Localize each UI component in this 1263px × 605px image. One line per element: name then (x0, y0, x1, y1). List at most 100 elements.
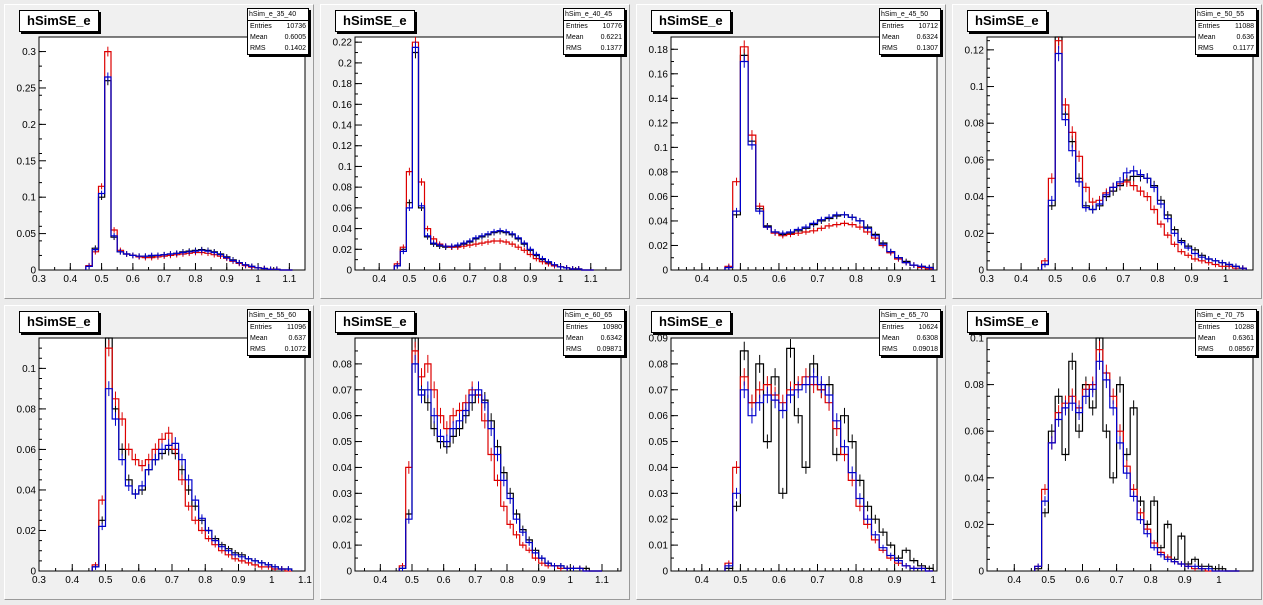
stats-value: 0.1377 (600, 45, 622, 52)
series-blue-line (724, 60, 934, 270)
stats-key: Entries (1198, 324, 1220, 331)
series-blue-line (85, 76, 293, 271)
x-tick-label: 0.5 (99, 575, 113, 586)
x-tick-label: 0.4 (695, 274, 709, 285)
x-tick-label: 0.4 (65, 575, 79, 586)
stats-value: 10776 (602, 23, 622, 30)
stats-row: Entries 10980 (564, 322, 624, 333)
histogram-plot: 0.4 0.5 0.6 0.7 0.8 0.9 1 0 0.02 0.04 0.06 0.08 0.1 0… (649, 36, 938, 285)
y-tick-label: 0.08 (965, 119, 985, 130)
x-tick-label: 1 (930, 274, 936, 285)
stats-key: Entries (1198, 23, 1220, 30)
stats-value: 0.1072 (284, 346, 306, 353)
x-tick-label: 0.4 (1007, 575, 1021, 586)
stats-histogram-name: hSim_e_45_50 (880, 9, 940, 21)
y-tick-label: 0.3 (22, 47, 36, 58)
plot-frame (986, 36, 1254, 271)
x-tick-label: 1.1 (282, 274, 296, 285)
stats-value: 0.6221 (600, 34, 622, 41)
stats-key: RMS (566, 346, 582, 353)
series-blue-line (91, 388, 293, 571)
stats-box: hSim_e_40_45 Entries 10776 Mean 0.6221 RMS 0.1… (563, 8, 625, 55)
stats-row: RMS 0.1402 (248, 43, 308, 54)
y-tick-label: 0.18 (333, 79, 353, 90)
stats-row: RMS 0.1307 (880, 43, 940, 54)
y-tick-label: 0 (30, 567, 36, 578)
stats-histogram-name: hSim_e_65_70 (880, 310, 940, 322)
histogram-pad: 0.4 0.5 0.6 0.7 0.8 0.9 1 1.1 0 0.01 0.02 0.03 0.04 0… (320, 305, 630, 600)
stats-row: Entries 11088 (1196, 21, 1256, 32)
histogram-plot: 0.3 0.4 0.5 0.6 0.7 0.8 0.9 1 1.1 0 0.02 0.04 0.06 0.… (17, 337, 312, 586)
y-tick-label: 0.02 (333, 515, 353, 526)
x-tick-label: 1 (558, 274, 564, 285)
stats-key: RMS (882, 346, 898, 353)
x-tick-label: 0.7 (157, 274, 171, 285)
stats-histogram-name: hSim_e_50_55 (1196, 9, 1256, 21)
x-tick-label: 1 (568, 575, 574, 586)
stats-value: 0.6005 (284, 34, 306, 41)
y-tick-label: 0.1 (22, 364, 36, 375)
x-tick-label: 0.7 (811, 575, 825, 586)
histogram-title: hSimSE_e (651, 10, 731, 32)
stats-key: Entries (566, 23, 588, 30)
x-tick-label: 0.6 (1076, 575, 1090, 586)
stats-key: Mean (250, 34, 268, 41)
plot-frame (38, 36, 306, 271)
stats-box: hSim_e_60_65 Entries 10980 Mean 0.6342 RMS 0.0… (563, 309, 625, 356)
y-tick-label: 0.25 (17, 83, 37, 94)
x-tick-label: 1 (1216, 575, 1222, 586)
x-tick-label: 0.8 (849, 274, 863, 285)
x-tick-label: 0.9 (232, 575, 246, 586)
stats-key: Mean (882, 34, 900, 41)
y-tick-label: 0.04 (17, 485, 37, 496)
y-tick-label: 0.15 (17, 156, 37, 167)
stats-row: RMS 0.1072 (248, 344, 308, 355)
stats-key: Entries (250, 23, 272, 30)
histogram-plot: 0.4 0.5 0.6 0.7 0.8 0.9 1 0 0.02 0.04 0.06 0.08 0.1 (965, 334, 1254, 586)
x-tick-label: 0.9 (532, 575, 546, 586)
y-tick-label: 0.08 (649, 359, 669, 370)
x-tick-label: 0.4 (372, 274, 386, 285)
stats-row: RMS 0.08567 (1196, 344, 1256, 355)
y-tick-label: 0.04 (965, 473, 985, 484)
stats-value: 11088 (1235, 23, 1254, 30)
stats-row: Mean 0.637 (248, 333, 308, 344)
stats-key: Mean (1198, 34, 1216, 41)
x-tick-label: 0.5 (405, 575, 419, 586)
histogram-pad: 0.4 0.5 0.6 0.7 0.8 0.9 1 0 0.01 0.02 0.03 0.04 0.05… (636, 305, 946, 600)
x-tick-label: 1 (1223, 274, 1229, 285)
stats-value: 10288 (1234, 324, 1254, 331)
x-tick-label: 0.9 (888, 274, 902, 285)
histogram-plot: 0.3 0.4 0.5 0.6 0.7 0.8 0.9 1 1.1 0 0.05 0.1 0.15 0.2… (17, 36, 306, 285)
x-tick-label: 0.4 (1014, 274, 1028, 285)
x-tick-label: 0.9 (220, 274, 234, 285)
x-tick-label: 1.1 (595, 575, 609, 586)
histogram-title: hSimSE_e (967, 10, 1047, 32)
y-tick-label: 0.04 (649, 216, 669, 227)
x-tick-label: 0.6 (433, 274, 447, 285)
x-tick-label: 0.8 (189, 274, 203, 285)
plot-frame (670, 36, 938, 271)
y-tick-label: 0.16 (649, 69, 669, 80)
x-tick-label: 0.7 (1116, 274, 1130, 285)
stats-value: 0.1307 (916, 45, 938, 52)
y-tick-label: 0.08 (649, 167, 669, 178)
stats-row: Entries 11096 (248, 322, 308, 333)
y-tick-label: 0.08 (333, 359, 353, 370)
y-tick-label: 0.14 (649, 94, 669, 105)
series-blue-line (1041, 52, 1247, 270)
stats-key: Mean (250, 335, 268, 342)
y-tick-label: 0 (978, 567, 984, 578)
y-tick-label: 0.06 (965, 155, 985, 166)
y-tick-label: 0 (662, 266, 668, 277)
stats-row: Entries 10624 (880, 322, 940, 333)
y-tick-label: 0.12 (333, 141, 353, 152)
series-red-line (393, 41, 594, 271)
histogram-pad: 0.3 0.4 0.5 0.6 0.7 0.8 0.9 1 1.1 0 0.02 0.04 0.06 0.… (4, 305, 314, 600)
y-tick-label: 0.08 (333, 183, 353, 194)
x-tick-label: 0.4 (373, 575, 387, 586)
histogram-plot: 0.4 0.5 0.6 0.7 0.8 0.9 1 1.1 0 0.01 0.02 0.03 0.04 0… (333, 337, 622, 586)
x-tick-label: 1 (269, 575, 275, 586)
stats-box: hSim_e_65_70 Entries 10624 Mean 0.6308 RMS 0.0… (879, 309, 941, 356)
plot-frame (670, 337, 938, 572)
